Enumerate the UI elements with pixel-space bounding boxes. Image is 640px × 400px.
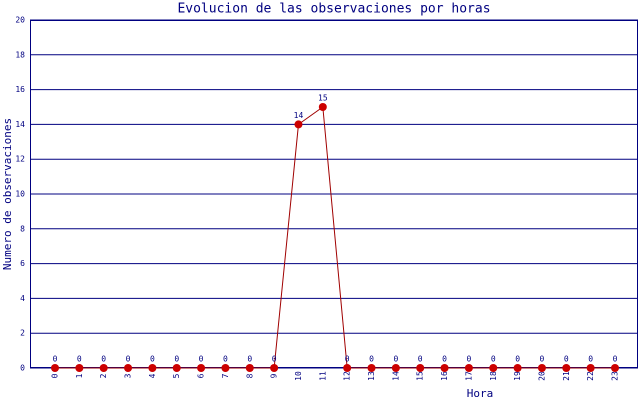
y-axis-label: Numero de observaciones	[1, 118, 14, 270]
data-label: 0	[393, 355, 398, 364]
x-tick-label: 15	[416, 371, 425, 381]
x-tick-label: 5	[172, 373, 181, 378]
data-point	[318, 103, 327, 111]
x-tick-label: 10	[294, 371, 303, 381]
x-tick-label: 8	[245, 373, 254, 378]
x-tick-label: 23	[611, 371, 620, 381]
data-label: 14	[294, 111, 304, 120]
data-label: 0	[540, 355, 545, 364]
data-label: 0	[564, 355, 569, 364]
x-tick-label: 14	[391, 371, 400, 381]
x-tick-label: 4	[148, 373, 157, 378]
x-tick-label: 20	[537, 371, 546, 381]
data-point	[148, 364, 157, 372]
x-tick-label: 16	[440, 371, 449, 381]
data-point	[51, 364, 59, 372]
chart-title: Evolucion de las observaciones por horas	[177, 2, 490, 17]
data-label: 0	[491, 355, 496, 364]
x-tick-label: 13	[367, 371, 376, 381]
data-point	[172, 364, 181, 372]
x-tick-label: 6	[197, 373, 206, 378]
data-label: 0	[53, 355, 58, 364]
data-point	[124, 364, 133, 372]
y-tick-label: 6	[20, 259, 25, 268]
data-label: 0	[223, 355, 228, 364]
y-tick-label: 20	[15, 16, 25, 25]
data-label: 0	[199, 355, 204, 364]
data-label: 0	[345, 355, 350, 364]
data-label: 0	[613, 355, 618, 364]
y-tick-label: 4	[20, 294, 25, 303]
data-point	[99, 364, 108, 372]
data-point	[416, 364, 425, 372]
series-line	[55, 106, 615, 369]
y-tick-label: 14	[15, 120, 25, 129]
x-tick-label: 18	[489, 371, 498, 381]
data-point	[586, 364, 595, 372]
x-tick-label: 0	[51, 373, 60, 378]
data-label: 0	[418, 355, 423, 364]
data-point	[270, 364, 279, 372]
x-tick-label: 19	[513, 371, 522, 381]
data-point	[367, 364, 376, 372]
data-point	[611, 364, 619, 372]
data-point	[197, 364, 206, 372]
data-label: 0	[174, 355, 179, 364]
y-tick-label: 10	[15, 190, 25, 199]
data-label: 0	[150, 355, 155, 364]
y-tick-label: 8	[20, 224, 25, 233]
data-label: 0	[466, 355, 471, 364]
x-tick-label: 11	[318, 371, 327, 381]
x-tick-label: 17	[464, 371, 473, 381]
data-point	[440, 364, 449, 372]
data-point	[513, 364, 522, 372]
x-axis-label: Hora	[467, 387, 494, 400]
y-tick-label: 0	[20, 364, 25, 373]
data-label: 0	[515, 355, 520, 364]
data-point	[562, 364, 571, 372]
x-tick-label: 9	[270, 373, 279, 378]
x-tick-label: 22	[586, 371, 595, 381]
data-label: 0	[247, 355, 252, 364]
y-tick-label: 12	[15, 155, 25, 164]
data-label: 0	[101, 355, 106, 364]
data-label: 0	[126, 355, 131, 364]
data-label: 15	[318, 94, 328, 103]
x-tick-label: 1	[75, 373, 84, 378]
data-point	[75, 364, 84, 372]
x-tick-label: 12	[343, 371, 352, 381]
data-point	[489, 364, 498, 372]
y-tick-label: 2	[20, 329, 25, 338]
data-point	[221, 364, 230, 372]
data-point	[391, 364, 400, 372]
data-point	[294, 120, 303, 129]
data-label: 0	[272, 355, 277, 364]
data-label: 0	[588, 355, 593, 364]
data-label: 0	[369, 355, 374, 364]
data-point	[343, 364, 352, 372]
x-tick-label: 2	[99, 373, 108, 378]
y-tick-label: 16	[15, 85, 25, 94]
y-tick-label: 18	[15, 50, 25, 59]
data-point	[245, 364, 254, 372]
data-label: 0	[442, 355, 447, 364]
x-tick-label: 3	[124, 373, 133, 378]
data-point	[537, 364, 546, 372]
x-tick-label: 21	[562, 371, 571, 381]
data-point	[464, 364, 473, 372]
x-tick-label: 7	[221, 373, 230, 378]
data-label: 0	[77, 355, 82, 364]
